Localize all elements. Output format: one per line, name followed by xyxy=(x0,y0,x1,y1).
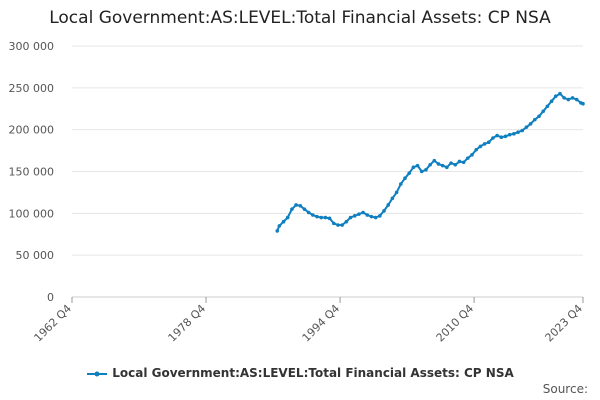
data-point[interactable] xyxy=(486,140,491,145)
data-point[interactable] xyxy=(365,213,370,217)
chart-title: Local Government:AS:LEVEL:Total Financia… xyxy=(49,8,551,28)
y-tick-label: 150 000 xyxy=(9,166,55,179)
data-point[interactable] xyxy=(281,219,286,224)
data-point[interactable] xyxy=(390,196,395,201)
data-point[interactable] xyxy=(445,165,449,170)
data-point[interactable] xyxy=(319,215,324,220)
data-point[interactable] xyxy=(495,133,499,138)
data-point[interactable] xyxy=(357,212,361,216)
data-point[interactable] xyxy=(386,203,391,207)
x-tick-label: 1978 Q4 xyxy=(166,302,209,345)
data-point[interactable] xyxy=(466,156,470,160)
data-point[interactable] xyxy=(440,163,445,168)
x-tick-label: 1994 Q4 xyxy=(300,302,343,345)
data-point[interactable] xyxy=(570,96,575,100)
data-point[interactable] xyxy=(298,204,303,208)
source-label: Source: xyxy=(542,382,588,396)
data-point[interactable] xyxy=(348,215,353,220)
data-point[interactable] xyxy=(533,117,537,122)
data-point[interactable] xyxy=(369,214,374,219)
data-point[interactable] xyxy=(457,159,462,164)
data-point[interactable] xyxy=(566,97,571,102)
gridlines xyxy=(72,45,583,298)
axes: 0 50 000 100 000 150 000 200 000 250 000 300 0… xyxy=(9,40,586,344)
data-point[interactable] xyxy=(294,203,298,207)
data-point[interactable] xyxy=(478,144,483,149)
y-tick-label: 200 000 xyxy=(9,124,55,137)
data-point[interactable] xyxy=(428,163,432,167)
data-point[interactable] xyxy=(411,165,416,170)
data-point[interactable] xyxy=(361,210,365,215)
data-point[interactable] xyxy=(541,109,546,114)
data-point[interactable] xyxy=(549,99,554,104)
data-point[interactable] xyxy=(537,114,541,119)
data-point[interactable] xyxy=(290,207,294,211)
y-tick-label: 300 000 xyxy=(9,40,55,53)
data-point[interactable] xyxy=(415,163,420,168)
data-point[interactable] xyxy=(419,169,424,174)
data-point[interactable] xyxy=(524,125,529,129)
data-point[interactable] xyxy=(403,176,407,180)
data-point[interactable] xyxy=(398,182,403,186)
data-point[interactable] xyxy=(503,134,508,139)
data-point[interactable] xyxy=(461,160,466,165)
data-point[interactable] xyxy=(340,223,344,227)
legend[interactable]: Local Government:AS:LEVEL:Total Financia… xyxy=(0,366,600,380)
legend-swatch-icon xyxy=(87,371,108,376)
data-point[interactable] xyxy=(453,163,458,167)
data-point[interactable] xyxy=(424,168,428,172)
series-layer xyxy=(275,91,585,233)
data-point[interactable] xyxy=(512,132,516,136)
data-point[interactable] xyxy=(432,158,437,163)
series-line xyxy=(276,92,584,232)
data-point[interactable] xyxy=(436,162,441,166)
data-point[interactable] xyxy=(344,219,349,224)
data-point[interactable] xyxy=(507,132,512,137)
data-point[interactable] xyxy=(336,223,340,227)
data-point[interactable] xyxy=(323,215,328,220)
data-point[interactable] xyxy=(378,214,382,218)
x-tick-label: 2023 Q4 xyxy=(543,302,586,345)
data-point[interactable] xyxy=(373,215,378,220)
data-point[interactable] xyxy=(302,207,307,211)
data-point[interactable] xyxy=(470,152,474,157)
data-point[interactable] xyxy=(394,190,399,195)
y-tick-label: 0 xyxy=(47,291,54,304)
data-point[interactable] xyxy=(315,214,319,219)
data-point[interactable] xyxy=(553,94,558,98)
data-point[interactable] xyxy=(482,142,487,146)
data-point[interactable] xyxy=(581,101,585,106)
data-point[interactable] xyxy=(474,147,478,152)
data-point[interactable] xyxy=(306,210,311,215)
data-point[interactable] xyxy=(499,135,504,139)
data-point[interactable] xyxy=(558,91,562,96)
data-point[interactable] xyxy=(491,136,495,140)
x-tick-label: 1962 Q4 xyxy=(32,302,75,345)
y-tick-label: 50 000 xyxy=(16,249,55,262)
data-point[interactable] xyxy=(352,214,357,218)
data-point[interactable] xyxy=(516,130,520,134)
data-point[interactable] xyxy=(407,171,411,175)
data-point[interactable] xyxy=(311,213,315,217)
y-tick-label: 250 000 xyxy=(9,82,55,95)
data-point[interactable] xyxy=(331,221,336,226)
data-point[interactable] xyxy=(277,224,282,228)
data-point[interactable] xyxy=(327,216,332,221)
data-point[interactable] xyxy=(449,161,453,165)
y-tick-label: 100 000 xyxy=(9,207,55,220)
data-point[interactable] xyxy=(275,229,280,233)
legend-label: Local Government:AS:LEVEL:Total Financia… xyxy=(112,366,514,380)
x-tick-label: 2010 Q4 xyxy=(434,302,477,345)
data-point[interactable] xyxy=(285,215,290,220)
data-point[interactable] xyxy=(528,122,533,126)
data-point[interactable] xyxy=(574,97,579,102)
data-point[interactable] xyxy=(382,209,386,213)
data-point[interactable] xyxy=(545,104,550,109)
data-point[interactable] xyxy=(520,128,525,133)
data-point[interactable] xyxy=(562,96,566,100)
